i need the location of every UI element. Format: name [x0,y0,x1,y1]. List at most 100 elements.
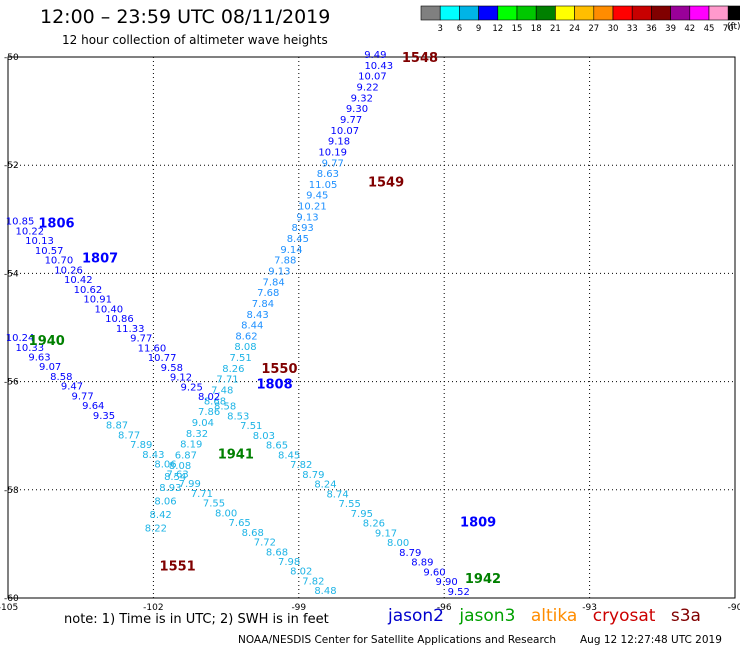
swh-value-label: 7.84 [252,299,274,310]
swh-value-label: 9.90 [435,577,457,588]
swh-value-label: 8.22 [145,523,167,534]
swh-value-label: 8.06 [154,460,176,471]
swh-value-label: 8.79 [302,470,324,481]
swh-value-label: 9.58 [161,363,183,374]
swh-value-label: 10.21 [298,202,327,213]
swh-value-label: 10.07 [358,72,387,83]
swh-value-label: 8.08 [169,461,191,472]
swh-value-label: 8.77 [118,430,140,441]
swh-value-label: 9.63 [28,353,50,364]
swh-value-label: 8.93 [159,483,181,494]
swh-value-label: 7.82 [290,460,312,471]
swh-value-label: 7.86 [198,407,220,418]
footnote: note: 1) Time is in UTC; 2) SWH is in fe… [64,612,329,627]
swh-value-label: 7.51 [240,421,262,432]
pass-time-label: 1550 [261,362,297,377]
y-tick-label: -50 [4,53,19,63]
swh-value-label: 10.62 [74,285,103,296]
colorbar-label: 21 [550,24,561,34]
colorbar-swatch [689,5,710,21]
swh-value-label: 10.07 [331,126,360,137]
pass-time-label: 1940 [29,334,65,349]
swh-value-label: 8.32 [186,429,208,440]
swh-value-label: 11.60 [138,343,167,354]
swh-value-label: 10.43 [364,61,393,72]
swh-value-label: 7.71 [191,489,213,500]
swh-value-label: 9.25 [181,382,203,393]
swh-value-label: 9.77 [322,158,344,169]
swh-value-label: 8.03 [253,431,275,442]
swh-value-label: 8.08 [234,342,256,353]
swh-value-label: 8.53 [227,411,249,422]
swh-value-label: 8.54 [164,472,186,483]
pass-time-label: 1808 [256,377,292,392]
swh-value-label: 7.55 [203,499,225,510]
satellite-legend: jason2 jason3 altika cryosat s3a [388,606,711,626]
swh-value-label: 7.84 [262,277,284,288]
colorbar-swatch [555,5,575,21]
swh-value-label: 7.72 [254,538,276,549]
swh-value-label: 10.42 [64,275,93,286]
swh-value-label: 10.57 [35,246,64,257]
colorbar-swatch [459,5,479,21]
swh-value-label: 11.05 [309,180,338,191]
swh-value-label: 9.07 [39,362,61,373]
colorbar-swatch [497,5,518,21]
swh-value-label: 9.14 [280,245,302,256]
pass-time-label: 1941 [218,448,254,463]
swh-value-label: 9.17 [375,528,397,539]
legend-altika: altika [530,606,578,626]
swh-value-label: 8.02 [198,392,220,403]
swh-value-label: 6.87 [175,450,197,461]
swh-value-label: 8.65 [266,441,288,452]
swh-value-label: 9.04 [192,418,214,429]
swh-value-label: 9.18 [328,137,350,148]
swh-value-label: 8.45 [278,450,300,461]
swh-value-label: 8.63 [317,169,339,180]
swh-value-label: 7.71 [216,375,238,386]
colorbar-swatch [439,5,460,21]
colorbar-swatch [727,5,740,21]
swh-value-label: 8.26 [222,364,244,375]
colorbar-units: (ft) [727,22,740,32]
swh-value-label: 8.44 [241,321,263,332]
x-tick-label: -105 [0,603,18,613]
swh-value-label: 8.93 [292,223,314,234]
generation-timestamp: Aug 12 12:27:48 UTC 2019 [580,634,722,646]
swh-value-label: 8.89 [411,558,433,569]
colorbar-label: 24 [569,24,580,34]
swh-value-label: 10.40 [94,304,123,315]
swh-value-label: 10.26 [54,265,83,276]
swh-value-label: 8.43 [142,450,164,461]
colorbar-swatch [593,5,614,21]
swh-value-label: 7.55 [339,499,361,510]
swh-value-label: 11.33 [116,324,145,335]
swh-value-label: 7.98 [278,557,300,568]
colorbar-swatch [516,5,537,21]
colorbar-swatch [651,5,671,21]
swh-value-label: 7.68 [257,288,279,299]
y-tick-label: -58 [4,486,19,496]
x-tick-label: -93 [582,603,597,613]
colorbar-swatch [535,5,556,21]
plot-frame [7,56,736,599]
swh-value-label: 8.68 [242,528,264,539]
swh-value-label: 9.49 [364,50,386,61]
chart-subtitle: 12 hour collection of altimeter wave hei… [62,33,328,47]
swh-value-label: 8.68 [266,547,288,558]
colorbar-label: 12 [492,24,503,34]
swh-value-label: 7.88 [274,256,296,267]
y-tick-label: -60 [4,594,19,604]
swh-value-label: 9.30 [346,104,368,115]
pass-time-label: 1942 [465,572,501,587]
pass-time-label: 1548 [402,51,438,66]
colorbar-label: 42 [684,24,695,34]
colorbar-label: 3 [437,24,442,34]
colorbar-label: 6 [457,24,462,34]
swh-value-label: 9.32 [351,93,373,104]
colorbar-swatch [574,5,595,21]
colorbar-swatch [670,5,691,21]
swh-value-label: 10.85 [6,217,35,228]
swh-value-label: 9.77 [340,115,362,126]
